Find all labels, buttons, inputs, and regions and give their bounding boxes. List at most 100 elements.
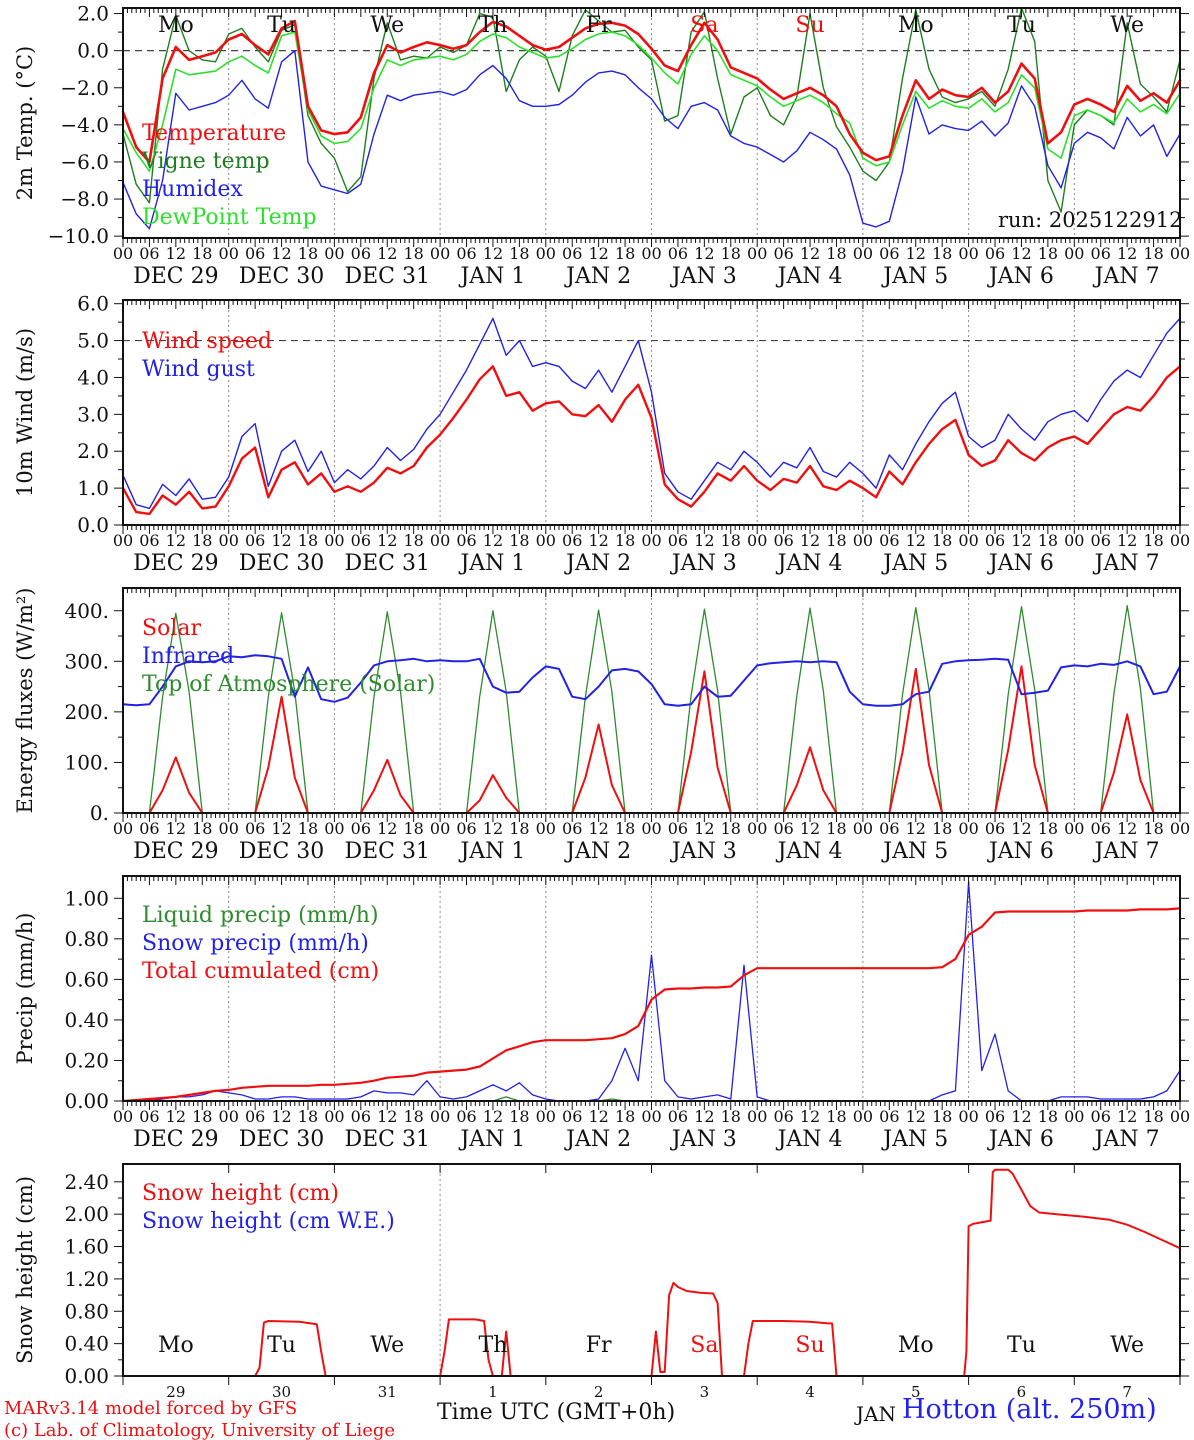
hour-label: 00 xyxy=(853,531,873,550)
legend-precip-0: Liquid precip (mm/h) xyxy=(142,903,379,928)
hour-label: 18 xyxy=(192,531,212,550)
y-tick-label: 0.40 xyxy=(64,1332,109,1356)
date-label: JAN 5 xyxy=(881,839,948,864)
weekday-label-sa: Sa xyxy=(690,1333,718,1358)
legend-snow-height-1: Snow height (cm W.E.) xyxy=(142,1209,395,1234)
date-label: DEC 31 xyxy=(344,1127,430,1152)
y-tick-label: 2.0 xyxy=(77,439,109,463)
hour-label: 18 xyxy=(1143,244,1163,263)
hour-label: 18 xyxy=(826,244,846,263)
run-label: run: 2025122912 xyxy=(998,208,1183,232)
hour-label: 06 xyxy=(879,819,899,838)
day-number-label: 3 xyxy=(700,1383,710,1401)
hour-label: 00 xyxy=(1064,1107,1084,1126)
hour-label: 00 xyxy=(113,1107,133,1126)
panel-wind: 6.0 5.0 4.0 3.0 2.0 1.0 0.0 10m Wind (m/s) Wind … xyxy=(13,292,1190,576)
hour-label: 06 xyxy=(456,819,476,838)
date-label: DEC 31 xyxy=(344,551,430,576)
y-tick-label: 200. xyxy=(64,700,109,724)
legend-snow-height-0: Snow height (cm) xyxy=(142,1181,339,1206)
date-label: JAN 4 xyxy=(776,1127,843,1152)
date-label: JAN 3 xyxy=(670,551,737,576)
hour-label: 18 xyxy=(403,531,423,550)
weekday-label-tu: Tu xyxy=(267,1333,296,1358)
hour-label: 18 xyxy=(1038,819,1058,838)
hour-label: 18 xyxy=(721,819,741,838)
y-tick-label: 2.00 xyxy=(64,1202,109,1226)
hour-label: 12 xyxy=(483,819,503,838)
hour-label: 12 xyxy=(588,1107,608,1126)
hour-label: 18 xyxy=(298,819,318,838)
date-label: JAN 4 xyxy=(776,551,843,576)
legend-temperature-3: DewPoint Temp xyxy=(142,205,317,230)
y-tick-label: 0.20 xyxy=(64,1048,109,1072)
y-tick-label: −10.0 xyxy=(48,224,109,248)
legend-temperature-0: Temperature xyxy=(142,121,286,146)
hour-label: 18 xyxy=(509,531,529,550)
hour-label: 00 xyxy=(641,1107,661,1126)
date-label: JAN 7 xyxy=(1093,551,1160,576)
hour-label: 12 xyxy=(1117,1107,1137,1126)
date-label: DEC 29 xyxy=(133,1127,219,1152)
y-tick-label: 5.0 xyxy=(77,329,109,353)
hour-label: 06 xyxy=(139,819,159,838)
hour-label: 06 xyxy=(985,1107,1005,1126)
hour-label: 12 xyxy=(166,819,186,838)
hour-label: 06 xyxy=(879,531,899,550)
hour-label: 12 xyxy=(166,244,186,263)
hour-label: 12 xyxy=(1011,531,1031,550)
y-tick-label: 100. xyxy=(64,750,109,774)
hour-label: 00 xyxy=(219,531,239,550)
date-label: DEC 29 xyxy=(133,839,219,864)
hour-label: 00 xyxy=(430,531,450,550)
date-label: JAN 2 xyxy=(564,264,631,289)
hour-label: 06 xyxy=(1091,531,1111,550)
y-tick-label: 0.00 xyxy=(64,1089,109,1113)
hour-label: 18 xyxy=(826,531,846,550)
date-label: JAN 7 xyxy=(1093,839,1160,864)
legend-temperature-2: Humidex xyxy=(142,177,243,202)
hour-label: 18 xyxy=(298,1107,318,1126)
hour-label: 06 xyxy=(139,1107,159,1126)
hour-label: 18 xyxy=(1038,531,1058,550)
footer-credit-label: (c) Lab. of Climatology, University of L… xyxy=(4,1420,396,1440)
hour-label: 18 xyxy=(615,819,635,838)
date-label: JAN 3 xyxy=(670,839,737,864)
weekday-label-we: We xyxy=(1110,13,1144,38)
hour-label: 00 xyxy=(113,244,133,263)
hour-label: 18 xyxy=(509,244,529,263)
hour-label: 06 xyxy=(985,244,1005,263)
hour-label: 00 xyxy=(747,819,767,838)
hour-label: 00 xyxy=(430,819,450,838)
hour-label: 12 xyxy=(906,819,926,838)
hour-label: 06 xyxy=(456,244,476,263)
hour-label: 18 xyxy=(403,1107,423,1126)
hour-label: 00 xyxy=(430,1107,450,1126)
hour-label: 06 xyxy=(879,244,899,263)
date-label: JAN 5 xyxy=(881,1127,948,1152)
day-number-label: 6 xyxy=(1017,1383,1027,1401)
hour-label: 00 xyxy=(1064,819,1084,838)
date-label: DEC 30 xyxy=(239,839,325,864)
hour-label: 18 xyxy=(932,1107,952,1126)
day-number-label: 30 xyxy=(272,1383,291,1401)
hour-label: 18 xyxy=(721,1107,741,1126)
panel-energy-fluxes: 400. 300. 200. 100. 0. Energy fluxes (W/m²) So… xyxy=(13,587,1190,864)
legend-energy-fluxes-0: Solar xyxy=(142,616,201,641)
hour-label: 12 xyxy=(483,531,503,550)
date-label: DEC 30 xyxy=(239,551,325,576)
hour-label: 12 xyxy=(694,819,714,838)
hour-label: 18 xyxy=(615,531,635,550)
date-label: DEC 30 xyxy=(239,1127,325,1152)
hour-label: 18 xyxy=(192,244,212,263)
date-label: DEC 31 xyxy=(344,264,430,289)
date-label: JAN 5 xyxy=(881,264,948,289)
hour-label: 00 xyxy=(958,1107,978,1126)
series-snow-precip xyxy=(122,881,1181,1102)
month-label: JAN xyxy=(856,1402,896,1426)
weekday-label-mo: Mo xyxy=(158,13,194,38)
hour-label: 00 xyxy=(747,244,767,263)
hour-label: 00 xyxy=(853,1107,873,1126)
hour-label: 18 xyxy=(298,244,318,263)
